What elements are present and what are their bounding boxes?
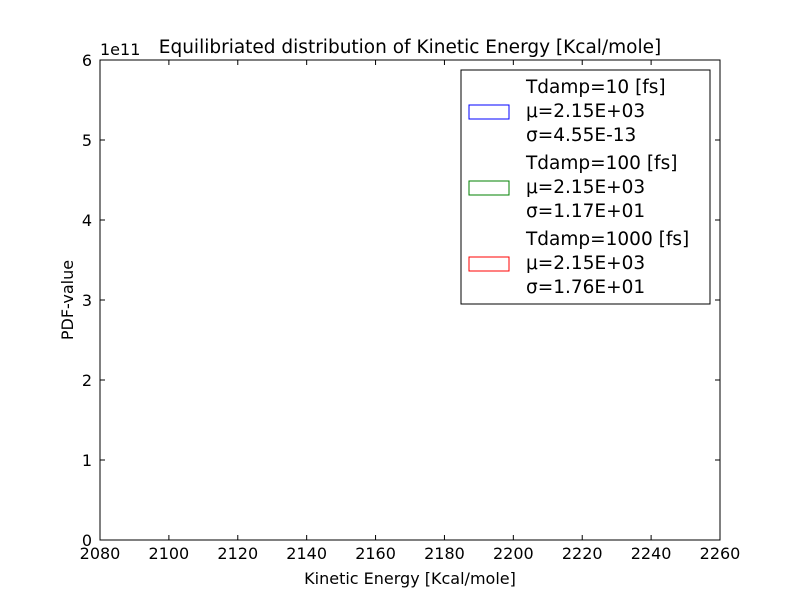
legend-sigma-0: σ=4.55E-13 [526,125,636,146]
legend-swatch-2 [468,256,510,272]
y-tick-label-4: 4 [82,211,92,230]
y-tick-label-2: 2 [82,371,92,390]
legend-mu-2: μ=2.15E+03 [526,253,645,274]
x-tick-label-6: 2200 [493,544,534,563]
legend-swatch-0 [468,104,510,120]
y-tick-label-3: 3 [82,291,92,310]
x-tick-label-0: 2080 [80,544,121,563]
legend-sigma-1: σ=1.17E+01 [526,201,645,222]
x-tick-label-7: 2220 [562,544,603,563]
x-tick-label-5: 2180 [424,544,465,563]
x-tick-label-4: 2160 [355,544,396,563]
x-tick-label-9: 2260 [700,544,741,563]
legend-mu-0: μ=2.15E+03 [526,101,645,122]
legend-mu-1: μ=2.15E+03 [526,177,645,198]
legend-swatch-1 [468,180,510,196]
y-axis-label: PDF-value [58,260,77,340]
legend-frame [460,69,711,305]
y-axis: 0 1 2 3 4 5 6 [82,51,720,550]
x-tick-label-3: 2140 [286,544,327,563]
legend-name-1: Tdamp=100 [fs] [525,153,677,174]
legend-sigma-2: σ=1.76E+01 [526,277,645,298]
chart-title: Equilibriated distribution of Kinetic En… [159,37,661,58]
legend-name-2: Tdamp=1000 [fs] [525,229,689,250]
y-offset-label: 1e11 [100,40,140,59]
x-axis: 2080 2100 2120 2140 2160 2180 2200 2220 2240 2260 [80,60,741,563]
legend-name-0: Tdamp=10 [fs] [525,77,666,98]
y-tick-label-6: 6 [82,51,92,70]
x-axis-label: Kinetic Energy [Kcal/mole] [304,569,516,588]
x-tick-label-8: 2240 [631,544,672,563]
x-tick-label-1: 2100 [149,544,190,563]
y-tick-label-1: 1 [82,451,92,470]
legend: Tdamp=10 [fs] μ=2.15E+03 σ=4.55E-13 Tdamp=1… [460,69,711,305]
x-tick-label-2: 2120 [217,544,258,563]
y-tick-label-0: 0 [82,531,92,550]
y-tick-label-5: 5 [82,131,92,150]
